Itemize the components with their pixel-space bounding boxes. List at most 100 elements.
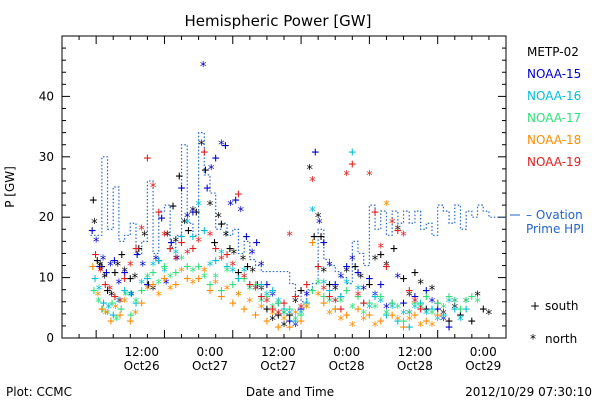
data-point: * <box>286 308 294 323</box>
data-point: * <box>474 290 482 305</box>
data-point: * <box>320 284 328 299</box>
data-point: * <box>206 199 214 214</box>
data-point: * <box>309 205 317 220</box>
data-point: + <box>206 284 214 299</box>
data-point: + <box>240 302 248 317</box>
data-point: * <box>200 272 208 287</box>
data-point: + <box>286 320 294 335</box>
data-point: + <box>390 241 398 256</box>
data-point: * <box>163 229 171 244</box>
data-point: * <box>132 308 140 323</box>
data-point: * <box>314 290 322 305</box>
data-point: * <box>303 302 311 317</box>
data-point: * <box>198 139 206 154</box>
data-point: * <box>207 163 215 178</box>
data-point: + <box>468 290 476 305</box>
data-point: * <box>97 266 105 281</box>
data-point: + <box>310 229 318 244</box>
data-point: + <box>229 278 237 293</box>
data-point: * <box>237 205 245 220</box>
data-point: * <box>166 272 174 287</box>
data-point: * <box>371 320 379 335</box>
data-point: * <box>451 296 459 311</box>
data-point: * <box>280 308 288 323</box>
data-point: + <box>337 290 345 305</box>
x-tick-time: 0:00 <box>333 345 360 359</box>
data-point: * <box>269 290 277 305</box>
data-point: * <box>371 253 379 268</box>
chart-title: Hemispheric Power [GW] <box>185 12 372 30</box>
data-point: + <box>109 308 117 323</box>
data-point: + <box>394 314 402 329</box>
data-point: + <box>100 296 108 311</box>
data-point: * <box>365 302 373 317</box>
data-point: * <box>411 302 419 317</box>
data-point: * <box>286 229 294 244</box>
data-point: + <box>88 223 96 238</box>
data-point: + <box>411 296 419 311</box>
data-point: + <box>217 284 225 299</box>
data-point: * <box>331 296 339 311</box>
data-point: + <box>178 235 186 250</box>
data-point: + <box>479 302 487 317</box>
data-point: + <box>200 223 208 238</box>
data-point: * <box>212 272 220 287</box>
data-point: + <box>377 314 385 329</box>
data-point: * <box>143 284 151 299</box>
data-point: + <box>400 296 408 311</box>
data-point: * <box>195 199 203 214</box>
data-point: + <box>244 260 252 275</box>
data-point: + <box>462 302 470 317</box>
data-point: + <box>269 302 277 317</box>
data-point: * <box>222 229 230 244</box>
data-point: * <box>462 296 470 311</box>
data-point: + <box>457 302 465 317</box>
data-point: + <box>309 235 317 250</box>
data-point: + <box>172 266 180 281</box>
data-point: + <box>116 308 124 323</box>
data-point: + <box>405 320 413 335</box>
data-point: + <box>133 247 141 262</box>
data-point: * <box>180 217 188 232</box>
data-point: + <box>223 260 231 275</box>
data-point: + <box>405 284 413 299</box>
data-point: * <box>240 266 248 281</box>
data-point: * <box>122 290 130 305</box>
data-point: + <box>110 253 118 268</box>
data-point: + <box>167 235 175 250</box>
data-point: * <box>126 260 134 275</box>
data-point: * <box>326 260 334 275</box>
data-point: * <box>439 308 447 323</box>
data-point: + <box>326 284 334 299</box>
data-point: + <box>365 308 373 323</box>
data-point: * <box>263 290 271 305</box>
data-point: * <box>139 260 147 275</box>
data-point: + <box>417 296 425 311</box>
data-point: + <box>121 284 129 299</box>
data-point: + <box>189 205 197 220</box>
x-tick-date: Oct27 <box>260 359 296 373</box>
data-point: * <box>405 290 413 305</box>
data-point: + <box>365 272 373 287</box>
data-point: + <box>377 247 385 262</box>
data-point: * <box>365 169 373 184</box>
data-point: * <box>217 247 225 262</box>
data-point: + <box>348 145 356 160</box>
legend-north-symbol: * <box>530 332 536 346</box>
data-point: * <box>95 284 103 299</box>
legend-item: NOAA-15 <box>527 67 581 81</box>
data-point: + <box>280 302 288 317</box>
data-point: + <box>388 308 396 323</box>
data-point: * <box>343 278 351 293</box>
data-point: * <box>360 284 368 299</box>
data-point: + <box>108 296 116 311</box>
data-point: + <box>286 302 294 317</box>
data-point: + <box>303 296 311 311</box>
data-point: + <box>243 229 251 244</box>
data-point: * <box>235 290 243 305</box>
data-point: + <box>263 278 271 293</box>
data-point: + <box>383 308 391 323</box>
data-point: * <box>417 302 425 317</box>
data-point: + <box>121 272 129 287</box>
